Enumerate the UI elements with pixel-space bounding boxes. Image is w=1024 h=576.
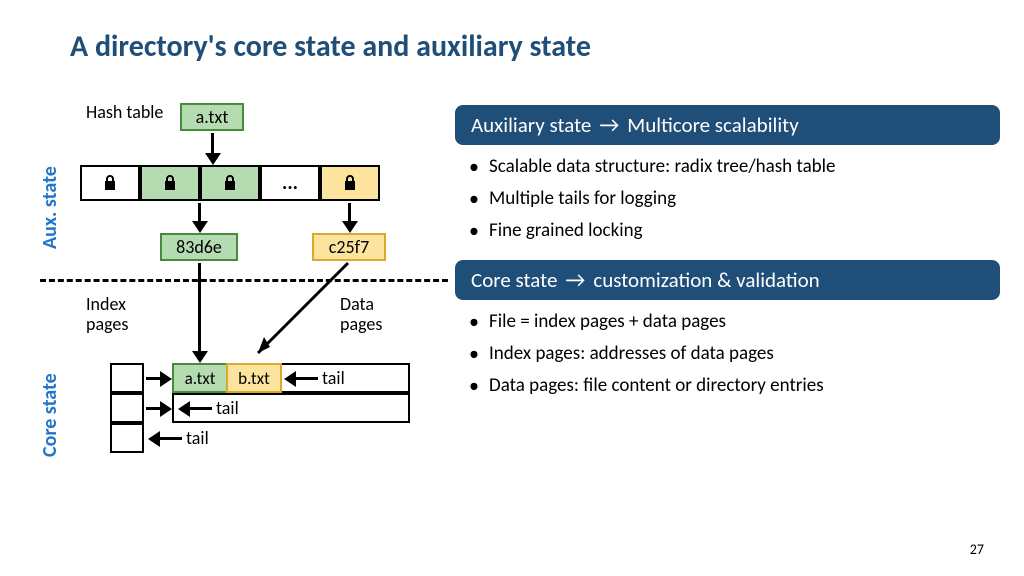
hash-table-text: Hash table [86,101,163,123]
root-file-box: a.txt [180,103,244,131]
arrow-head [205,153,221,165]
lock-icon [222,174,238,192]
core-state-label: Core state [38,317,62,457]
index-pages-label: Indexpages [86,295,128,335]
bullets-core: File = index pages + data pages Index pa… [455,310,1000,397]
page-title: A directory's core state and auxiliary s… [70,28,591,65]
index-cell-0 [110,363,144,393]
hash-yellow-box: c25f7 [312,233,386,261]
lock-icon [162,174,178,192]
tail-label-2: tail [186,427,209,449]
file-b-box: b.txt [226,363,282,393]
lock-icon [342,174,358,192]
right-arrow-icon: → [565,269,585,291]
arrow-head [192,221,208,233]
bullet: Data pages: file content or directory en… [469,374,1000,397]
banner2-right: customization & validation [593,267,819,293]
arrow [190,407,212,410]
arrow-head [178,401,190,417]
hash-cell-1 [140,165,200,201]
right-arrow-icon: → [599,114,619,136]
banner1-left: Auxiliary state [471,112,591,138]
bullet: Scalable data structure: radix tree/hash… [469,155,1000,178]
arrow-head [192,351,208,363]
hash-table-label: Hash table [86,103,163,123]
hash-cell-0 [80,165,140,201]
arrow [198,263,201,353]
index-cell-1 [110,393,144,423]
hash-green-box: 83d6e [160,233,238,261]
bullet: Multiple tails for logging [469,187,1000,210]
right-content: Auxiliary state → Multicore scalability … [455,105,1000,415]
tail-label-1: tail [216,397,239,419]
arrow [211,133,214,155]
page-number: 27 [970,541,984,558]
hash-cell-3 [320,165,380,201]
index-cell-2 [110,423,144,453]
arrow-head [160,401,172,417]
arrow [296,377,318,380]
file-a-box: a.txt [172,363,228,393]
bullet: Fine grained locking [469,219,1000,242]
tail-label-0: tail [322,367,345,389]
arrow-head [160,371,172,387]
arrow [160,437,182,440]
arrow [198,203,201,223]
banner-core: Core state → customization & validation [455,260,1000,300]
banner1-right: Multicore scalability [627,112,798,138]
banner-aux: Auxiliary state → Multicore scalability [455,105,1000,145]
arrow [348,203,351,223]
lock-icon [102,174,118,192]
diagram-area: Aux. state Core state Hash table documen… [40,95,450,495]
hash-cell-2 [200,165,260,201]
arrow-head [284,371,296,387]
banner2-left: Core state [471,267,557,293]
hash-cell-ellipsis: ... [260,165,320,201]
diagonal-arrow [240,261,360,365]
bullets-aux: Scalable data structure: radix tree/hash… [455,155,1000,242]
arrow-head [342,221,358,233]
bullet: File = index pages + data pages [469,310,1000,333]
bullet: Index pages: addresses of data pages [469,342,1000,365]
aux-state-label: Aux. state [38,119,62,249]
arrow-head [148,431,160,447]
